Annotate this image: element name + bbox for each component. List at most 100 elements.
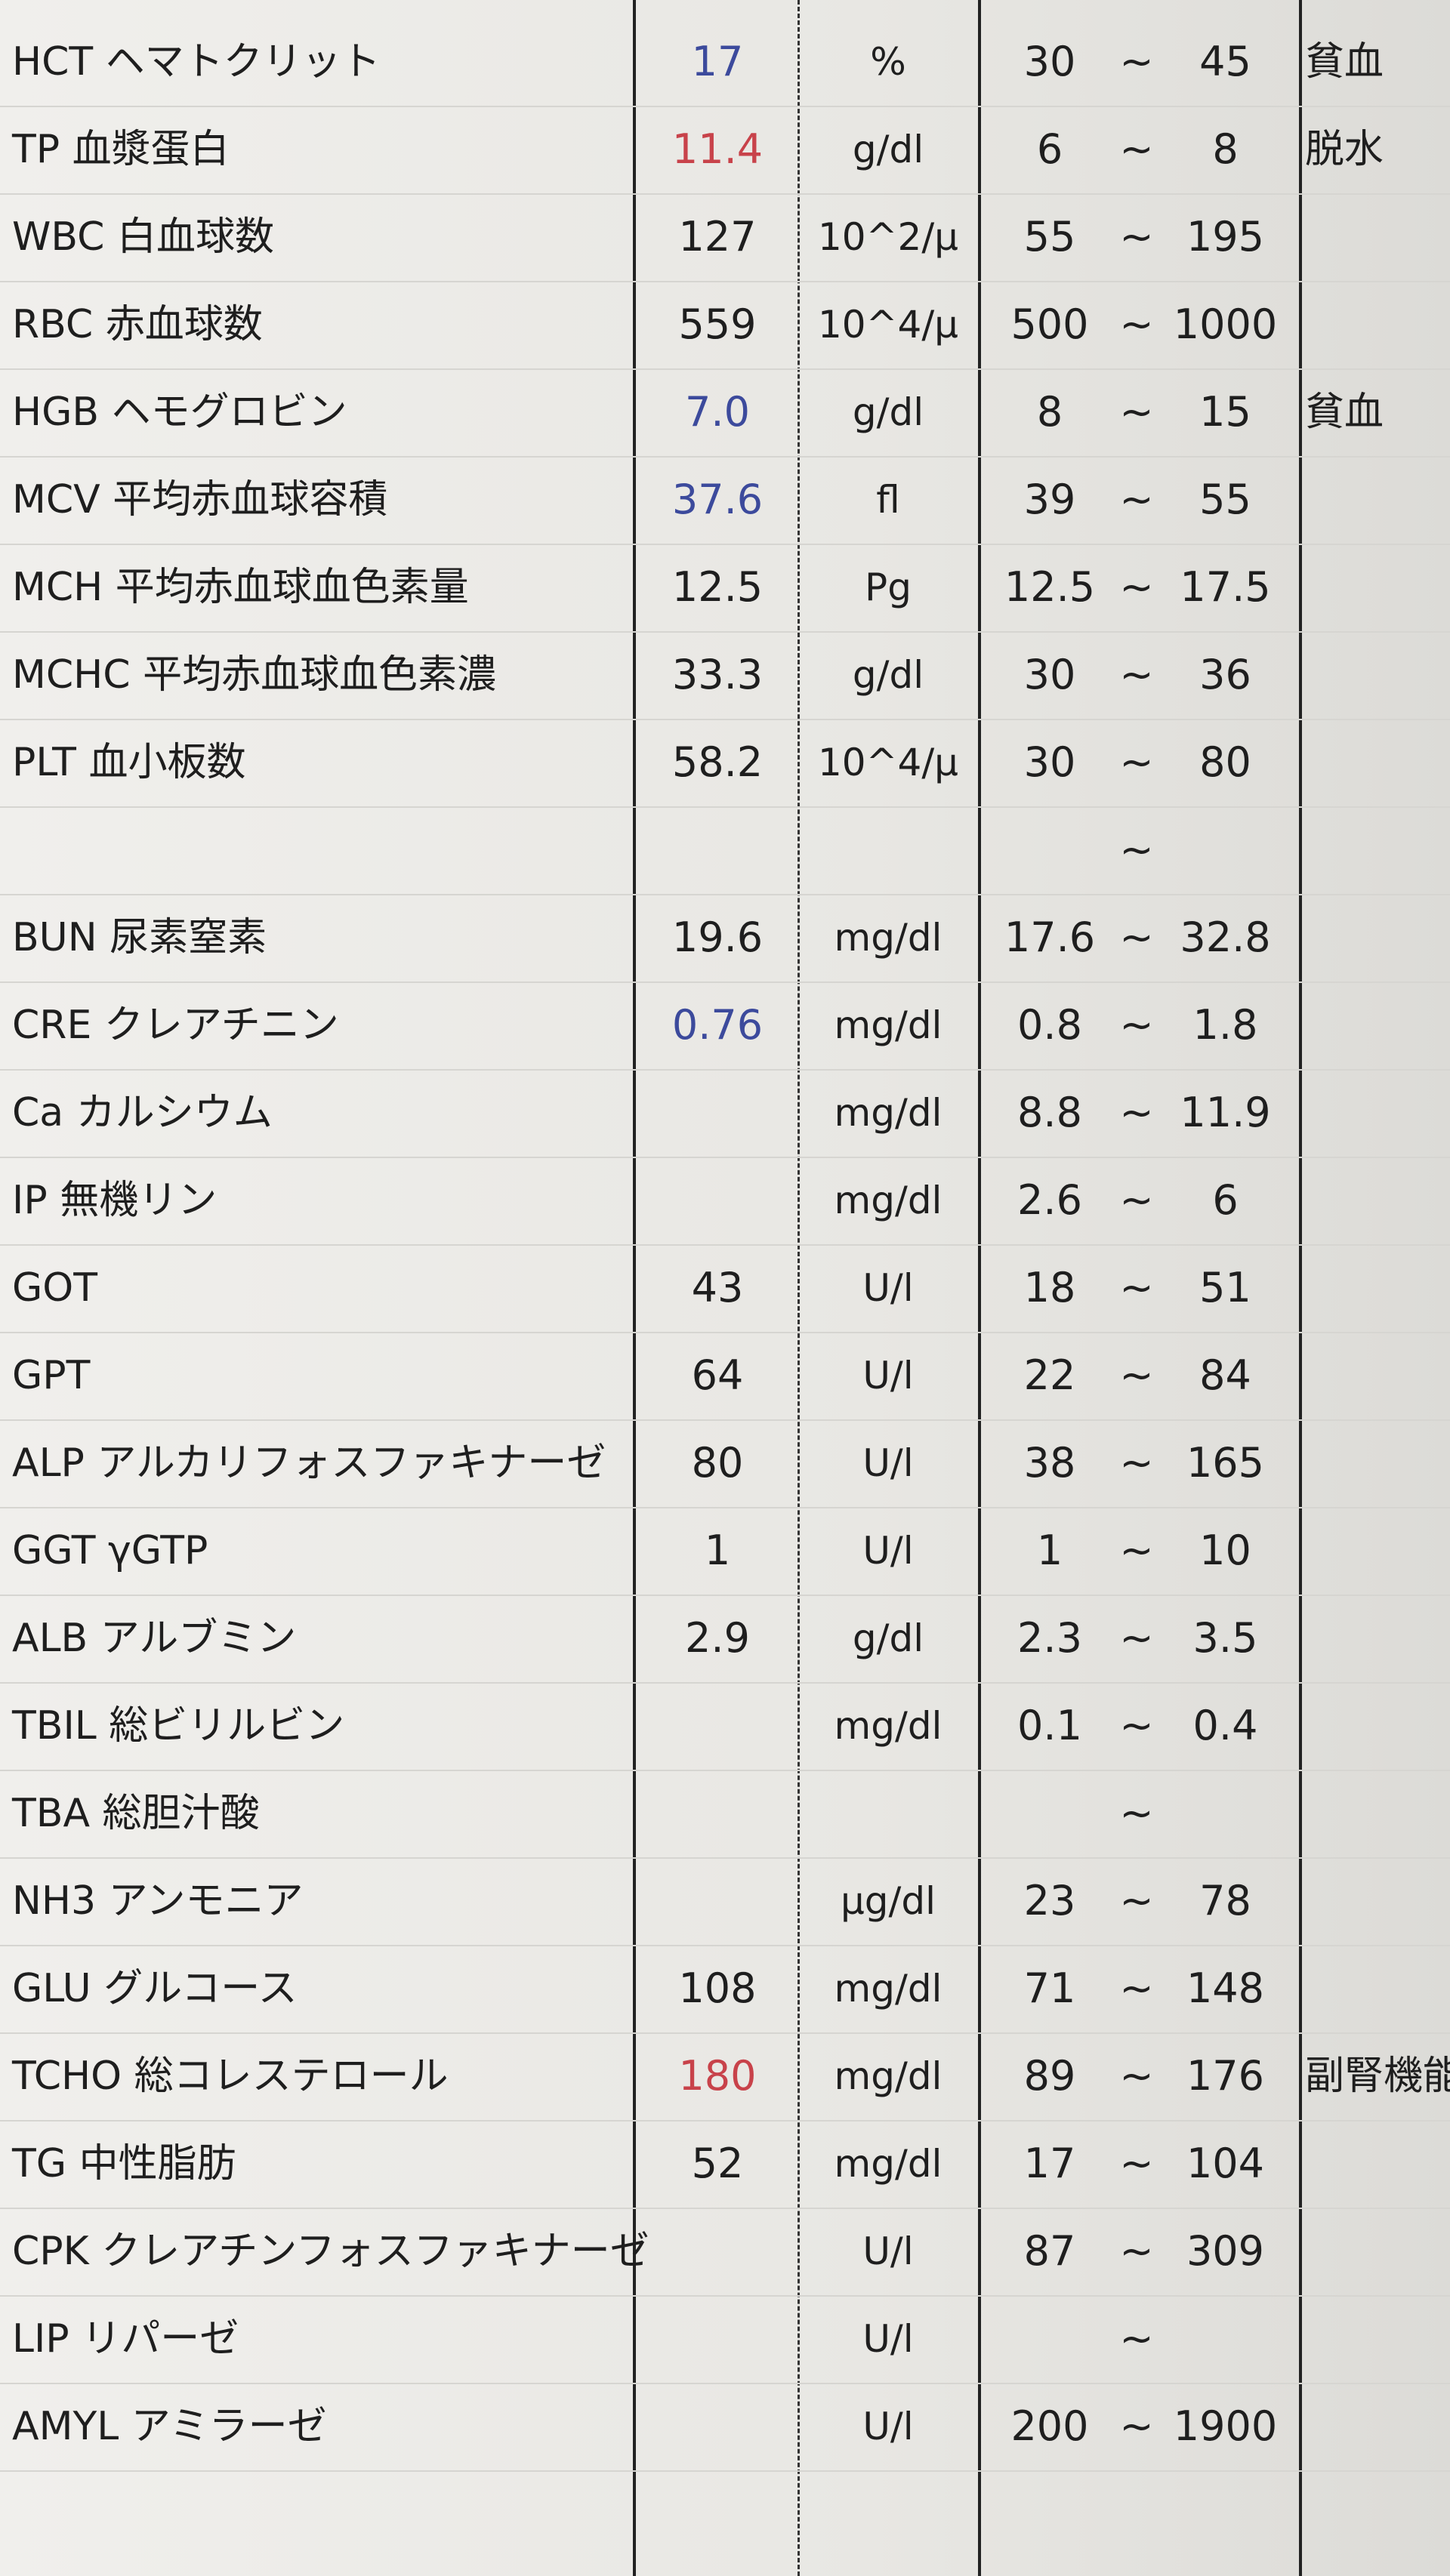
- low-cell: 8: [1036, 388, 1063, 436]
- name-cell: ALB アルブミン: [12, 1616, 297, 1661]
- high-cell: 45: [1199, 38, 1251, 85]
- unit-cell: mg/dl: [834, 1179, 942, 1222]
- low-cell: 23: [1023, 1877, 1076, 1924]
- sep-cell: ~: [1119, 563, 1154, 611]
- high-cell: 1900: [1173, 2402, 1278, 2450]
- value-cell: 58.2: [671, 738, 764, 786]
- low-cell: 30: [1023, 38, 1076, 85]
- high-cell: 15: [1199, 388, 1251, 436]
- low-cell: 17.6: [1004, 914, 1096, 961]
- high-cell: 1000: [1173, 300, 1278, 348]
- low-cell: 55: [1023, 213, 1076, 260]
- high-cell: 1.8: [1192, 1001, 1258, 1049]
- name-cell: IP 無機リン: [12, 1178, 218, 1223]
- sep-cell: ~: [1119, 1176, 1154, 1224]
- name-cell: TBA 総胆汁酸: [12, 1791, 260, 1836]
- low-cell: 0.8: [1017, 1001, 1082, 1049]
- high-cell: 84: [1199, 1351, 1251, 1399]
- table-row: HGB ヘモグロビン 7.0 g/dl 8 ~15 貧血: [0, 368, 1450, 458]
- high-cell: 0.4: [1192, 1702, 1258, 1749]
- name-cell: TCHO 総コレステロール: [12, 2054, 449, 2099]
- table-row: GLU グルコース 108 mg/dl 71 ~148: [0, 1945, 1450, 2034]
- unit-cell: mg/dl: [834, 2142, 942, 2186]
- name-cell: LIP リパーゼ: [12, 2316, 239, 2362]
- table-row: CPK クレアチンフォスファキナーゼ U/l 87 ~309: [0, 2208, 1450, 2297]
- sep-cell: ~: [1119, 651, 1154, 698]
- low-cell: 1: [1036, 1527, 1063, 1574]
- column-rule: [798, 0, 800, 2576]
- value-cell: 33.3: [671, 651, 764, 698]
- name-cell: GLU グルコース: [12, 1966, 298, 2011]
- name-cell: TBIL 総ビリルビン: [12, 1703, 345, 1749]
- table-row: MCH 平均赤血球血色素量 12.5 Pg 12.5 ~17.5: [0, 544, 1450, 633]
- value-cell: 11.4: [671, 125, 764, 173]
- sep-cell: ~: [1119, 1351, 1154, 1399]
- low-cell: 500: [1010, 300, 1089, 348]
- unit-cell: U/l: [862, 1354, 914, 1397]
- table-row: MCV 平均赤血球容積 37.6 fl 39 ~55: [0, 456, 1450, 545]
- low-cell: 18: [1023, 1264, 1076, 1311]
- unit-cell: %: [870, 40, 906, 84]
- unit-cell: mg/dl: [834, 1003, 942, 1047]
- sep-cell: ~: [1119, 300, 1154, 348]
- low-cell: 89: [1023, 2052, 1076, 2100]
- name-cell: MCH 平均赤血球血色素量: [12, 565, 469, 610]
- name-cell: NH3 アンモニア: [12, 1878, 304, 1924]
- sep-cell: ~: [1119, 388, 1154, 436]
- unit-cell: g/dl: [852, 390, 924, 434]
- table-row: LIP リパーゼ U/l ~: [0, 2295, 1450, 2384]
- high-cell: 78: [1199, 1877, 1251, 1924]
- value-cell: 64: [691, 1351, 744, 1399]
- high-cell: 55: [1199, 476, 1251, 523]
- sep-cell: ~: [1119, 1001, 1154, 1049]
- low-cell: 6: [1036, 125, 1063, 173]
- unit-cell: g/dl: [852, 653, 924, 697]
- unit-cell: U/l: [862, 2405, 914, 2448]
- table-row: GOT 43 U/l 18 ~51: [0, 1244, 1450, 1333]
- name-cell: GGT γGTP: [12, 1528, 208, 1573]
- value-cell: 19.6: [671, 914, 764, 961]
- table-row: ~: [0, 806, 1450, 895]
- unit-cell: mg/dl: [834, 2054, 942, 2098]
- sep-cell: ~: [1119, 2315, 1154, 2362]
- table-row: TCHO 総コレステロール 180 mg/dl 89 ~176 副腎機能亢: [0, 2032, 1450, 2122]
- high-cell: 8: [1212, 125, 1239, 173]
- name-cell: CRE クレアチニン: [12, 1003, 339, 1048]
- unit-cell: g/dl: [852, 1616, 924, 1660]
- low-cell: 22: [1023, 1351, 1076, 1399]
- high-cell: 3.5: [1192, 1614, 1258, 1662]
- table-row: CRE クレアチニン 0.76 mg/dl 0.8 ~1.8: [0, 981, 1450, 1071]
- name-cell: RBC 赤血球数: [12, 302, 263, 347]
- value-cell: 7.0: [685, 388, 750, 436]
- name-cell: MCHC 平均赤血球血色素濃: [12, 652, 497, 698]
- column-rule: [633, 0, 636, 2576]
- sep-cell: ~: [1119, 1614, 1154, 1662]
- high-cell: 309: [1186, 2227, 1265, 2275]
- note-cell: 貧血: [1305, 39, 1384, 85]
- low-cell: 8.8: [1017, 1089, 1082, 1136]
- sep-cell: ~: [1119, 2052, 1154, 2100]
- name-cell: MCV 平均赤血球容積: [12, 477, 388, 522]
- value-cell: 108: [678, 1964, 757, 2012]
- name-cell: CPK クレアチンフォスファキナーゼ: [12, 2229, 649, 2274]
- value-cell: 80: [691, 1439, 744, 1487]
- table-row: GGT γGTP 1 U/l 1 ~10: [0, 1507, 1450, 1596]
- high-cell: 51: [1199, 1264, 1251, 1311]
- sep-cell: ~: [1119, 1264, 1154, 1311]
- column-rule: [978, 0, 981, 2576]
- table-row: NH3 アンモニア μg/dl 23 ~78: [0, 1857, 1450, 1946]
- value-cell: 17: [691, 38, 744, 85]
- high-cell: 32.8: [1180, 914, 1271, 961]
- value-cell: 52: [691, 2140, 744, 2187]
- table-row: IP 無機リン mg/dl 2.6 ~6: [0, 1157, 1450, 1246]
- sep-cell: ~: [1119, 213, 1154, 260]
- table-row: PLT 血小板数 58.2 10^4/μ 30 ~80: [0, 719, 1450, 808]
- name-cell: Ca カルシウム: [12, 1090, 273, 1135]
- table-row: GPT 64 U/l 22 ~84: [0, 1332, 1450, 1421]
- value-cell: 180: [678, 2052, 757, 2100]
- note-cell: 貧血: [1305, 390, 1384, 435]
- name-cell: PLT 血小板数: [12, 740, 246, 785]
- sep-cell: ~: [1119, 1789, 1154, 1837]
- table-row: TBIL 総ビリルビン mg/dl 0.1 ~0.4: [0, 1682, 1450, 1771]
- unit-cell: 10^4/μ: [818, 303, 958, 347]
